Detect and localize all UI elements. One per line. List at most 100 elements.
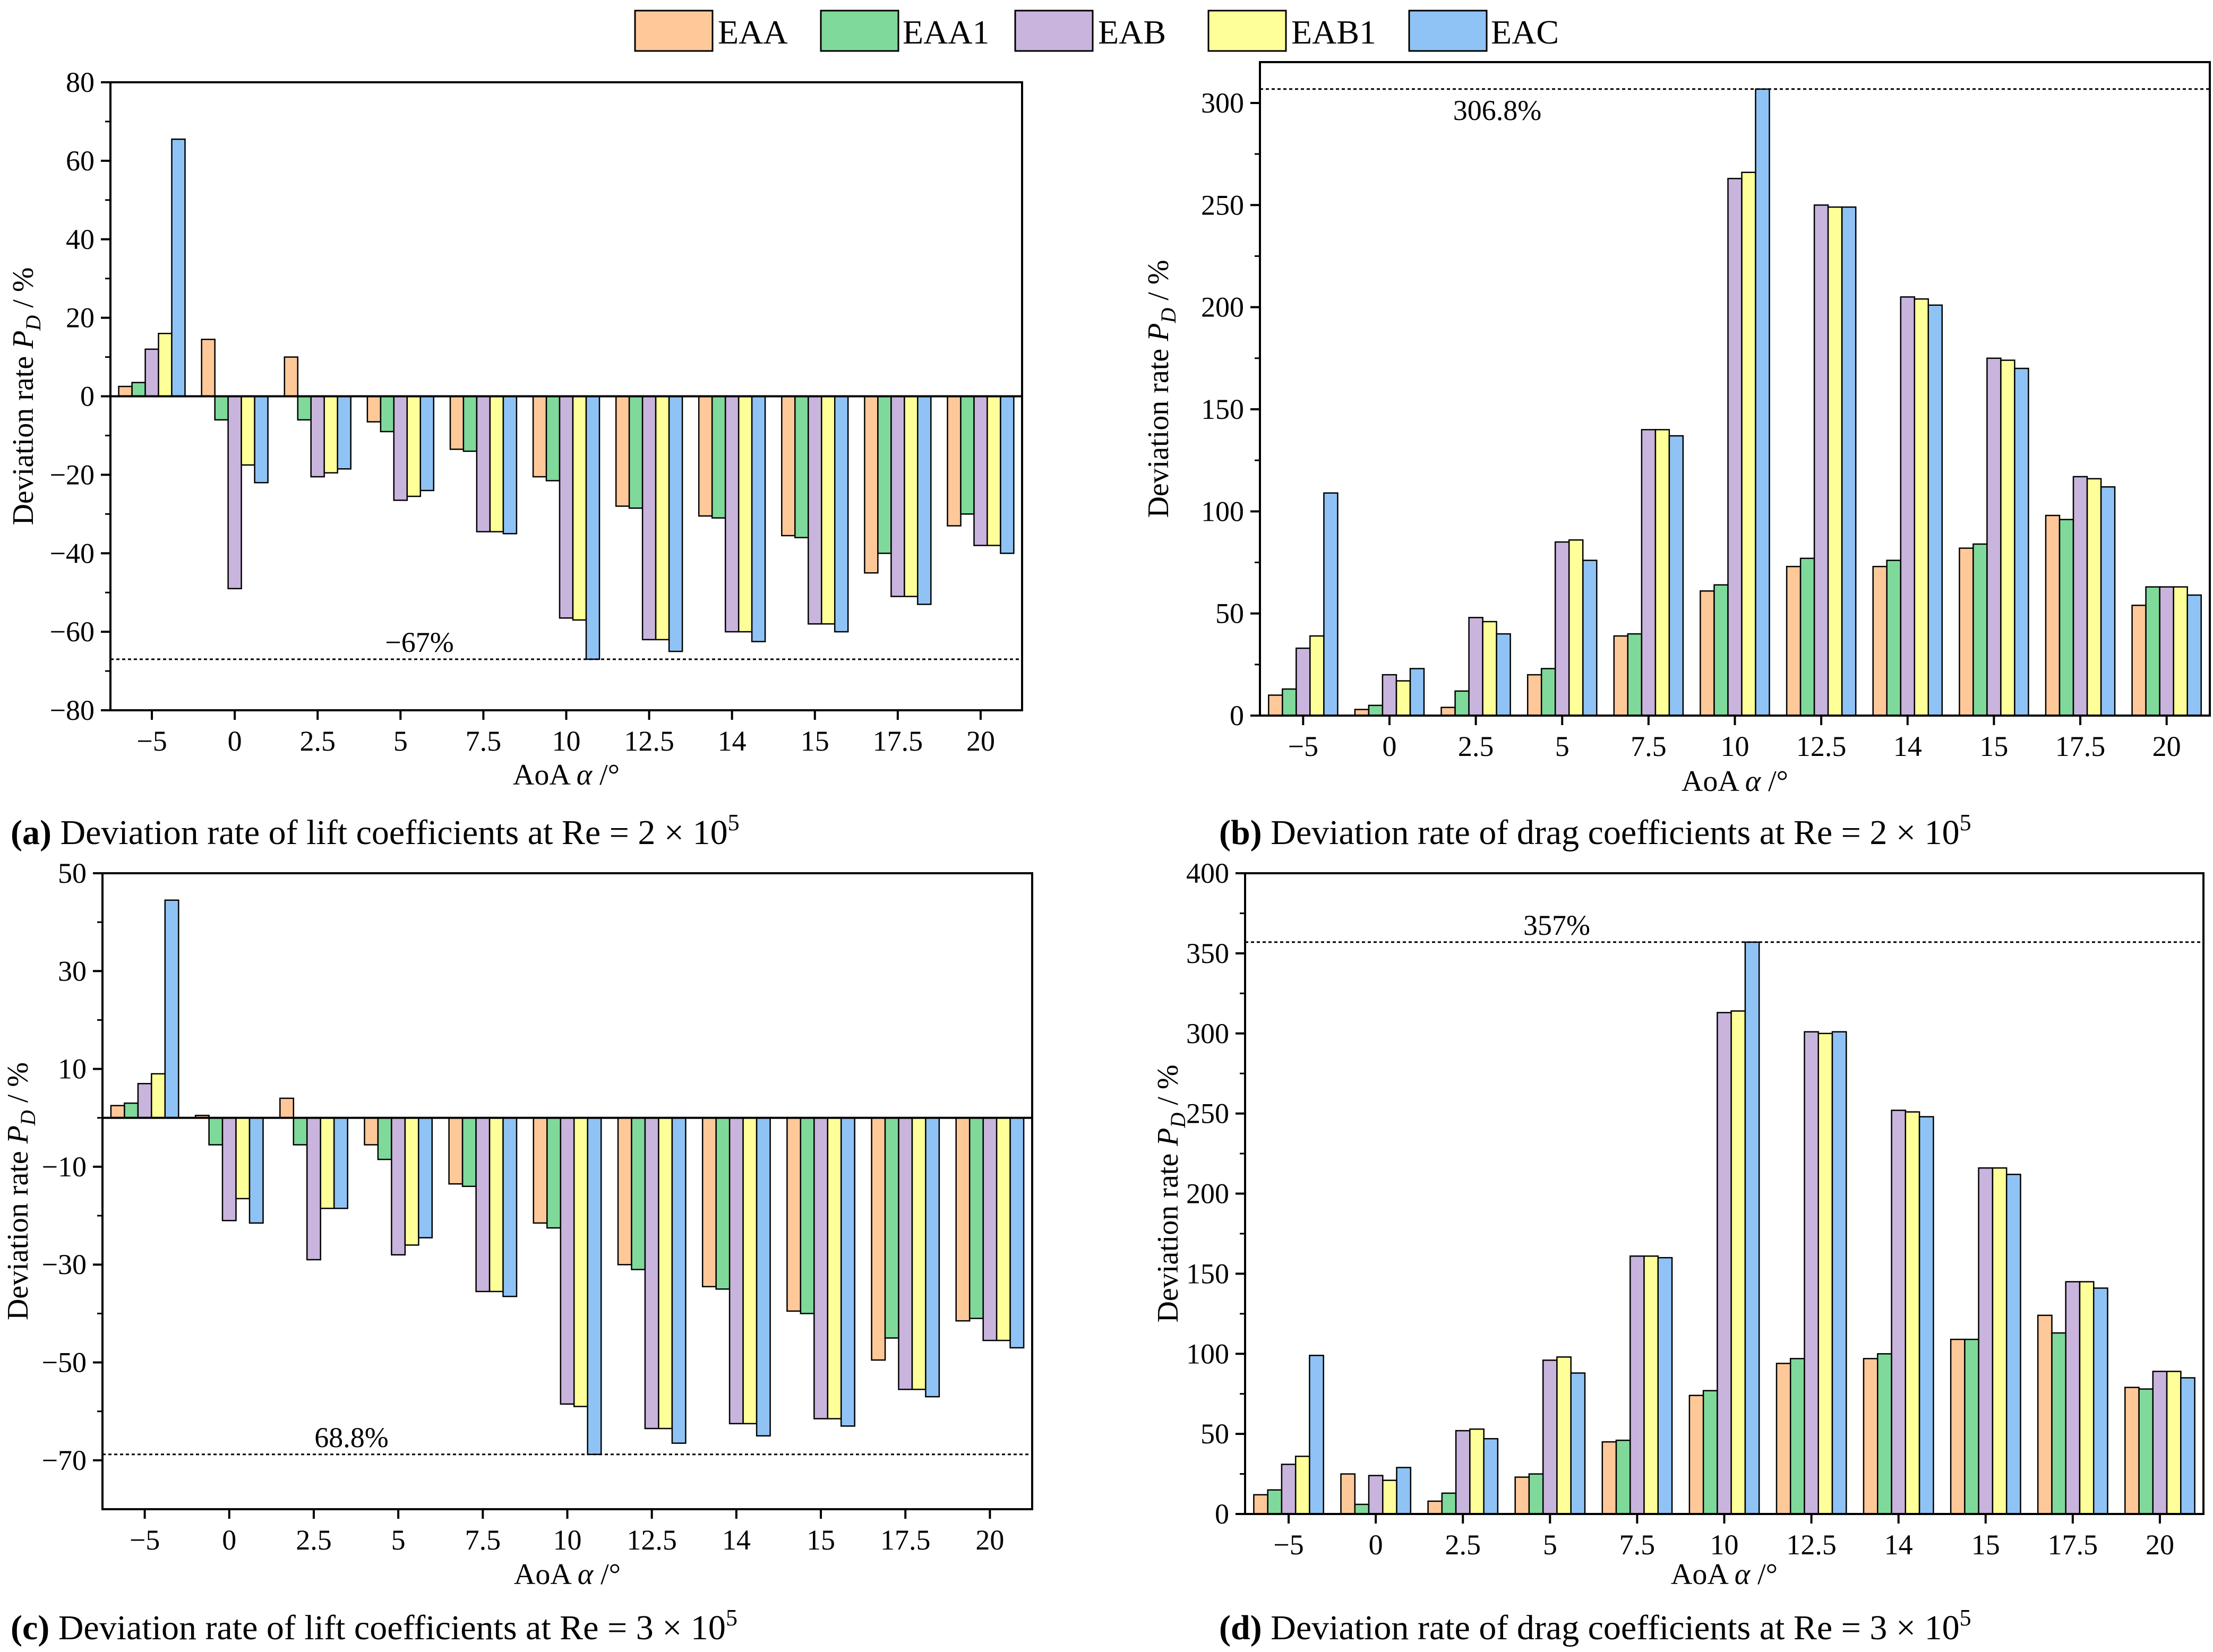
bar-eaa-6: [1786, 565, 1802, 717]
chart-a: −67% −80 −60 −40 −20 0 20 40 60 80 −5 0 2.5 5 7.5 10 12.…: [7, 66, 1023, 852]
x-tick-label: −5: [130, 1524, 160, 1556]
x-label-main: AoA: [1682, 765, 1745, 798]
caption-superscript: 5: [726, 1605, 737, 1631]
bar-eac-3: [419, 395, 435, 492]
bar-eab1-2: [1482, 621, 1497, 717]
bar-eaa1-0: [1282, 688, 1297, 717]
bar-eaa1-4: [461, 1117, 477, 1188]
x-label-symbol: α: [1735, 1558, 1751, 1591]
bar-eab-2: [1468, 617, 1483, 717]
legend-swatch-eac: [1408, 10, 1488, 52]
bar-eab1-7: [1914, 298, 1929, 717]
bar-eac-6: [1841, 206, 1857, 717]
bar-eaa1-3: [377, 1117, 392, 1160]
bar-eac-8: [2005, 1174, 2021, 1515]
bar-eaa-7: [1863, 1358, 1879, 1515]
caption-superscript: 5: [1960, 1605, 1971, 1631]
bar-eaa1-8: [794, 395, 809, 538]
bar-eab-3: [1554, 541, 1570, 717]
bar-eab1-4: [1654, 429, 1670, 717]
x-tick-label: 14: [722, 1524, 751, 1556]
x-tick-label: 15: [807, 1524, 835, 1556]
bar-eab-0: [1296, 647, 1311, 717]
y-tick-label: 300: [1186, 1018, 1229, 1049]
y-tick-label: 100: [1186, 1338, 1229, 1370]
x-tick-label: 2.5: [1445, 1529, 1481, 1561]
bar-eac-0: [1309, 1355, 1324, 1515]
bar-eaa1-10: [2145, 586, 2160, 717]
bar-eab1-6: [1827, 206, 1843, 717]
x-tick-label: 14: [1884, 1529, 1913, 1561]
bar-eaa-7: [701, 1117, 717, 1287]
x-label-unit: /°: [1761, 765, 1788, 798]
bar-eaa-3: [366, 395, 382, 423]
bar-eaa-5: [1700, 590, 1715, 717]
y-label-symbol: P: [1142, 323, 1175, 342]
bar-eab-3: [1542, 1360, 1558, 1515]
bar-eac-8: [834, 395, 849, 633]
y-tick-label: 20: [66, 302, 95, 334]
y-label-main: Deviation rate: [1142, 341, 1175, 518]
x-label-unit: /°: [592, 759, 620, 791]
bar-eab-8: [1986, 357, 2002, 717]
x-tick-label: 14: [718, 725, 747, 757]
x-tick-label: 2.5: [296, 1524, 332, 1556]
bar-eac-8: [840, 1117, 855, 1427]
bar-eab1-2: [323, 395, 338, 474]
bar-eaa-9: [871, 1117, 886, 1361]
bar-eab1-6: [655, 395, 670, 641]
bar-eac-5: [1744, 941, 1760, 1515]
bar-eab1-5: [1730, 1010, 1746, 1515]
bar-eac-7: [1918, 1116, 1934, 1515]
x-tick-label: 5: [393, 725, 408, 757]
bar-eac-2: [337, 395, 351, 470]
y-label-subscript: D: [21, 315, 45, 331]
bar-eab1-9: [904, 395, 919, 597]
bar-eaa1-4: [462, 395, 478, 452]
x-tick-label: 17.5: [2055, 730, 2106, 762]
bar-eaa-8: [1959, 547, 1974, 717]
y-tick-label: 60: [66, 145, 95, 177]
bar-eac-3: [418, 1117, 433, 1238]
bar-eac-10: [1000, 395, 1015, 554]
bar-eac-4: [1668, 435, 1684, 717]
bar-eab1-7: [737, 395, 753, 633]
x-tick-label: 12.5: [1786, 1529, 1837, 1561]
bar-eac-2: [1496, 633, 1511, 717]
y-tick-label: 0: [1230, 700, 1244, 732]
bar-eab-9: [2072, 476, 2088, 717]
bar-eaa-2: [1427, 1500, 1443, 1515]
chart-caption: (c) Deviation rate of lift coefficients …: [11, 1605, 737, 1647]
bar-eaa1-3: [380, 395, 395, 433]
x-label-symbol: α: [578, 1558, 594, 1591]
y-tick-label: 0: [1215, 1498, 1229, 1530]
legend-label-eac: EAC: [1491, 13, 1559, 51]
bar-eab1-8: [1992, 1167, 2008, 1515]
bar-eab1-3: [406, 395, 422, 497]
caption-superscript: 5: [1960, 810, 1971, 836]
y-tick-label: 350: [1186, 937, 1229, 969]
bar-eac-5: [1755, 88, 1770, 717]
bar-eaa1-10: [960, 395, 975, 515]
y-tick-label: −20: [50, 459, 95, 491]
bar-eaa-3: [1514, 1476, 1530, 1515]
x-tick-label: 2.5: [299, 725, 336, 757]
legend-swatch-eaa: [634, 10, 714, 52]
bar-eab1-4: [1643, 1255, 1659, 1515]
x-tick-label: 17.5: [880, 1524, 931, 1556]
bar-eab1-8: [2000, 359, 2015, 717]
bar-eaa-7: [1872, 565, 1888, 717]
x-label-symbol: α: [577, 759, 593, 791]
bar-eaa-8: [786, 1117, 802, 1312]
x-tick-label: −5: [136, 725, 167, 757]
bar-eaa-5: [533, 1117, 548, 1224]
bar-eac-7: [751, 395, 766, 642]
legend-swatch-eab: [1014, 10, 1094, 52]
bar-eaa-2: [1440, 707, 1456, 717]
bar-eaa1-4: [1615, 1439, 1631, 1515]
bar-eab1-1: [241, 395, 255, 466]
x-label-main: AoA: [513, 759, 577, 791]
bar-eaa-9: [864, 395, 879, 574]
bar-eaa-3: [364, 1117, 379, 1146]
y-tick-label: 250: [1186, 1098, 1229, 1130]
